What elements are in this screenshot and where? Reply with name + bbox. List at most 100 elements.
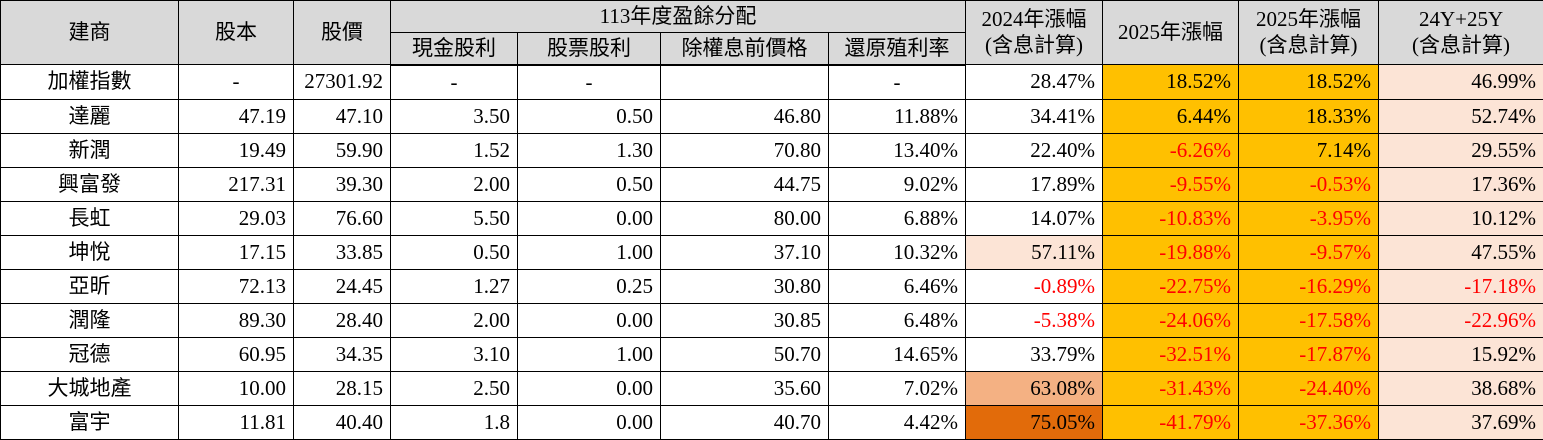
cell-cash-dividend[interactable]: -	[390, 64, 518, 100]
col-header-builder[interactable]: 建商	[0, 0, 179, 65]
cell-gain-2024-incl[interactable]: 33.79%	[965, 336, 1104, 372]
cell-gain-2025-incl[interactable]: 7.14%	[1238, 132, 1380, 168]
cell-builder[interactable]: 加權指數	[0, 64, 179, 100]
cell-restored-yield[interactable]: 10.32%	[827, 234, 967, 270]
cell-restored-yield[interactable]: 14.65%	[827, 336, 967, 372]
cell-gain-total[interactable]: -17.18%	[1378, 268, 1543, 304]
cell-cash-dividend[interactable]: 1.27	[390, 268, 518, 304]
cell-gain-2025[interactable]: -24.06%	[1102, 302, 1240, 338]
cell-stock-dividend[interactable]: 0.00	[517, 404, 661, 440]
cell-stock-dividend[interactable]: 0.00	[517, 370, 661, 406]
cell-stock-dividend[interactable]: 1.00	[517, 336, 661, 372]
cell-gain-total[interactable]: 37.69%	[1378, 404, 1543, 440]
cell-gain-2025[interactable]: -19.88%	[1102, 234, 1240, 270]
cell-gain-2025-incl[interactable]: -37.36%	[1238, 404, 1380, 440]
cell-price[interactable]: 34.35	[293, 336, 391, 372]
cell-pre-ex-price[interactable]: 35.60	[660, 370, 829, 406]
cell-gain-total[interactable]: 38.68%	[1378, 370, 1543, 406]
cell-cash-dividend[interactable]: 1.52	[390, 132, 518, 168]
cell-cash-dividend[interactable]: 3.50	[390, 98, 518, 134]
cell-pre-ex-price[interactable]: 44.75	[660, 166, 829, 202]
cell-gain-2025-incl[interactable]: -17.87%	[1238, 336, 1380, 372]
cell-stock-dividend[interactable]: 0.00	[517, 200, 661, 236]
cell-gain-2025-incl[interactable]: -3.95%	[1238, 200, 1380, 236]
cell-cash-dividend[interactable]: 1.8	[390, 404, 518, 440]
cell-price[interactable]: 24.45	[293, 268, 391, 304]
cell-gain-2025-incl[interactable]: -17.58%	[1238, 302, 1380, 338]
cell-price[interactable]: 28.40	[293, 302, 391, 338]
cell-gain-2025[interactable]: 6.44%	[1102, 98, 1240, 134]
cell-cash-dividend[interactable]: 3.10	[390, 336, 518, 372]
cell-stock-dividend[interactable]: 0.50	[517, 166, 661, 202]
cell-builder[interactable]: 長虹	[0, 200, 179, 236]
cell-gain-2025[interactable]: -31.43%	[1102, 370, 1240, 406]
cell-pre-ex-price[interactable]: 37.10	[660, 234, 829, 270]
col-header-2025-gain[interactable]: 2025年漲幅	[1102, 0, 1240, 65]
cell-cash-dividend[interactable]: 0.50	[390, 234, 518, 270]
cell-cash-dividend[interactable]: 2.50	[390, 370, 518, 406]
cell-price[interactable]: 33.85	[293, 234, 391, 270]
col-header-group-113-earnings[interactable]: 113年度盈餘分配	[389, 0, 967, 33]
cell-pre-ex-price[interactable]: 46.80	[660, 98, 829, 134]
cell-cash-dividend[interactable]: 2.00	[390, 302, 518, 338]
cell-capital[interactable]: 60.95	[178, 336, 294, 372]
cell-price[interactable]: 59.90	[293, 132, 391, 168]
cell-stock-dividend[interactable]: 0.25	[517, 268, 661, 304]
cell-gain-2025-incl[interactable]: 18.33%	[1238, 98, 1380, 134]
cell-gain-2025-incl[interactable]: 18.52%	[1238, 64, 1380, 100]
cell-capital[interactable]: 89.30	[178, 302, 294, 338]
cell-stock-dividend[interactable]: 1.30	[517, 132, 661, 168]
cell-cash-dividend[interactable]: 5.50	[390, 200, 518, 236]
cell-gain-2024-incl[interactable]: 57.11%	[965, 234, 1104, 270]
cell-gain-2024-incl[interactable]: 17.89%	[965, 166, 1104, 202]
cell-gain-2025[interactable]: -6.26%	[1102, 132, 1240, 168]
cell-builder[interactable]: 富宇	[0, 404, 179, 440]
cell-capital[interactable]: 11.81	[178, 404, 294, 440]
cell-gain-2025-incl[interactable]: -0.53%	[1238, 166, 1380, 202]
cell-gain-2024-incl[interactable]: -0.89%	[965, 268, 1104, 304]
col-header-2025-gain-incl[interactable]: 2025年漲幅 (含息計算)	[1238, 0, 1380, 65]
cell-price[interactable]: 40.40	[293, 404, 391, 440]
cell-pre-ex-price[interactable]: 50.70	[660, 336, 829, 372]
cell-pre-ex-price[interactable]	[660, 64, 829, 100]
cell-gain-2024-incl[interactable]: -5.38%	[965, 302, 1104, 338]
cell-price[interactable]: 27301.92	[293, 64, 391, 100]
cell-stock-dividend[interactable]: -	[517, 64, 661, 100]
cell-gain-total[interactable]: 52.74%	[1378, 98, 1543, 134]
cell-gain-2025[interactable]: -41.79%	[1102, 404, 1240, 440]
cell-builder[interactable]: 大城地產	[0, 370, 179, 406]
cell-pre-ex-price[interactable]: 30.80	[660, 268, 829, 304]
col-header-pre-ex-dividend-price[interactable]: 除權息前價格	[660, 32, 829, 66]
cell-gain-2025[interactable]: -22.75%	[1102, 268, 1240, 304]
cell-gain-2025-incl[interactable]: -16.29%	[1238, 268, 1380, 304]
cell-capital[interactable]: 19.49	[178, 132, 294, 168]
cell-gain-total[interactable]: 17.36%	[1378, 166, 1543, 202]
cell-stock-dividend[interactable]: 1.00	[517, 234, 661, 270]
cell-gain-2025[interactable]: 18.52%	[1102, 64, 1240, 100]
col-header-price[interactable]: 股價	[293, 0, 391, 65]
cell-price[interactable]: 76.60	[293, 200, 391, 236]
cell-price[interactable]: 39.30	[293, 166, 391, 202]
cell-cash-dividend[interactable]: 2.00	[390, 166, 518, 202]
cell-pre-ex-price[interactable]: 70.80	[660, 132, 829, 168]
cell-restored-yield[interactable]: 7.02%	[827, 370, 967, 406]
cell-pre-ex-price[interactable]: 40.70	[660, 404, 829, 440]
cell-restored-yield[interactable]: 4.42%	[827, 404, 967, 440]
cell-gain-2024-incl[interactable]: 75.05%	[965, 404, 1104, 440]
cell-restored-yield[interactable]: 6.88%	[827, 200, 967, 236]
col-header-stock-dividend[interactable]: 股票股利	[517, 32, 661, 66]
cell-restored-yield[interactable]: 11.88%	[827, 98, 967, 134]
cell-stock-dividend[interactable]: 0.00	[517, 302, 661, 338]
cell-gain-total[interactable]: 47.55%	[1378, 234, 1543, 270]
col-header-capital[interactable]: 股本	[178, 0, 294, 65]
cell-builder[interactable]: 新潤	[0, 132, 179, 168]
col-header-24y-25y-total[interactable]: 24Y+25Y (含息計算)	[1378, 0, 1543, 65]
cell-capital[interactable]: 29.03	[178, 200, 294, 236]
cell-price[interactable]: 47.10	[293, 98, 391, 134]
cell-pre-ex-price[interactable]: 30.85	[660, 302, 829, 338]
cell-gain-2025-incl[interactable]: -24.40%	[1238, 370, 1380, 406]
col-header-cash-dividend[interactable]: 現金股利	[390, 32, 518, 66]
cell-gain-2025[interactable]: -10.83%	[1102, 200, 1240, 236]
cell-gain-2024-incl[interactable]: 28.47%	[965, 64, 1104, 100]
cell-gain-total[interactable]: 29.55%	[1378, 132, 1543, 168]
